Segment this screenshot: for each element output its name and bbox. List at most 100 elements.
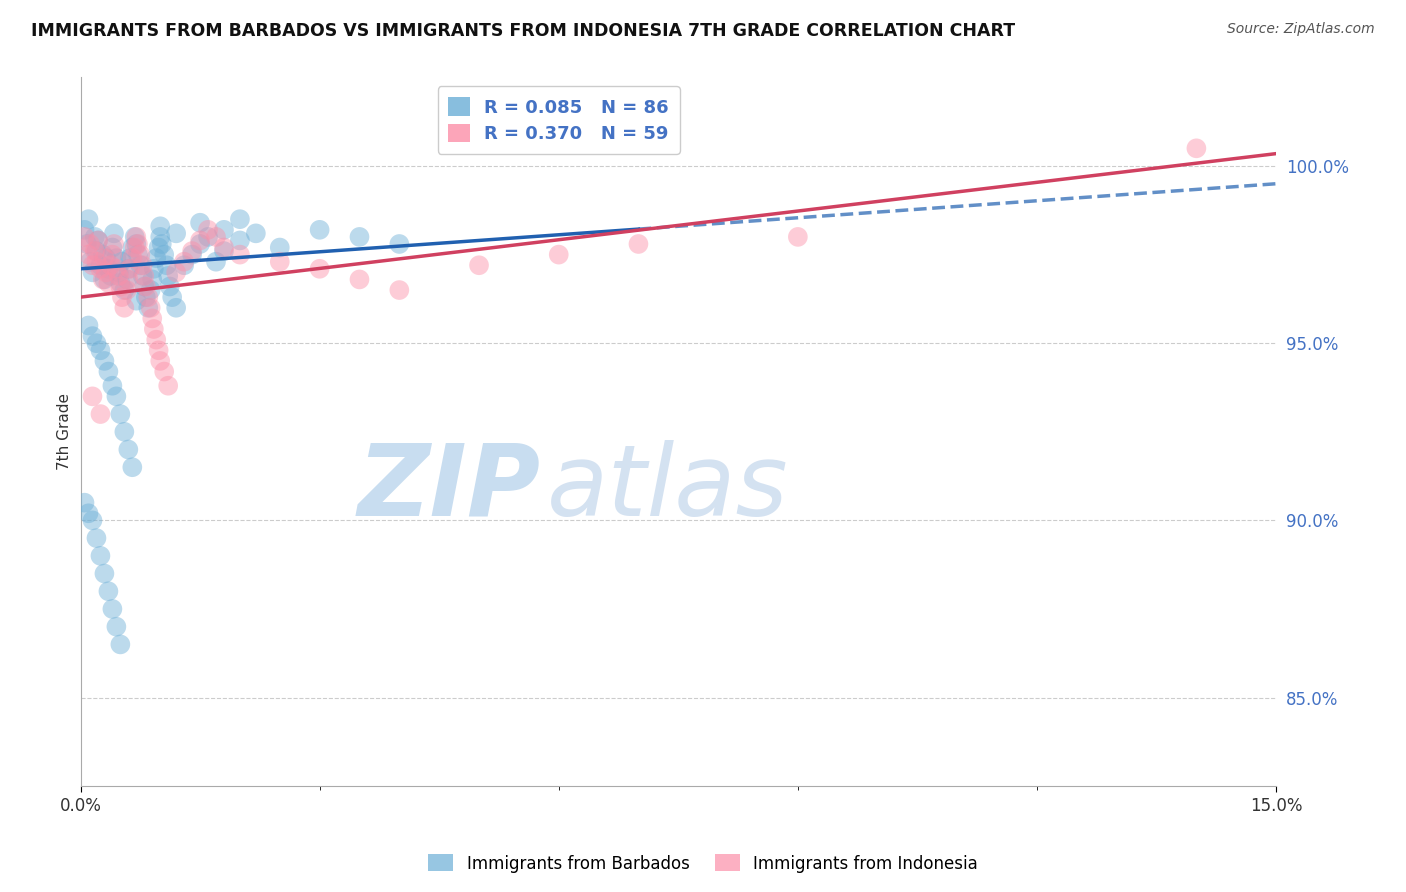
Point: [157, 378, 180, 392]
Point: [125, 230, 148, 244]
Point: [91, 272, 114, 286]
Point: [100, 268, 122, 283]
Legend: Immigrants from Barbados, Immigrants from Indonesia: Immigrants from Barbados, Immigrants fro…: [422, 847, 984, 880]
Point: [150, 237, 173, 252]
Point: [94, 265, 117, 279]
Point: [105, 389, 128, 403]
Point: [121, 240, 143, 254]
Point: [86, 336, 108, 351]
Point: [388, 283, 411, 297]
Legend: R = 0.085   N = 86, R = 0.370   N = 59: R = 0.085 N = 86, R = 0.370 N = 59: [437, 87, 681, 154]
Point: [388, 237, 411, 252]
Point: [89, 549, 111, 563]
Point: [112, 425, 135, 439]
Point: [197, 223, 219, 237]
Point: [118, 251, 141, 265]
Point: [79, 254, 101, 268]
Point: [160, 290, 183, 304]
Point: [148, 240, 170, 254]
Point: [124, 230, 146, 244]
Point: [131, 268, 153, 283]
Point: [125, 237, 148, 252]
Point: [94, 251, 117, 265]
Point: [112, 301, 135, 315]
Point: [105, 251, 128, 265]
Point: [115, 283, 138, 297]
Point: [101, 240, 124, 254]
Point: [93, 251, 115, 265]
Point: [87, 234, 110, 248]
Point: [86, 244, 108, 258]
Point: [188, 237, 211, 252]
Point: [89, 407, 111, 421]
Point: [349, 272, 371, 286]
Point: [82, 265, 104, 279]
Point: [127, 247, 149, 261]
Point: [205, 254, 228, 268]
Point: [308, 261, 330, 276]
Point: [145, 251, 167, 265]
Point: [165, 265, 187, 279]
Point: [97, 276, 120, 290]
Point: [87, 234, 110, 248]
Point: [86, 531, 108, 545]
Point: [93, 566, 115, 581]
Point: [1185, 141, 1208, 155]
Point: [115, 272, 138, 286]
Point: [77, 212, 100, 227]
Point: [89, 258, 111, 272]
Point: [97, 365, 120, 379]
Point: [76, 237, 98, 252]
Point: [142, 322, 165, 336]
Point: [149, 219, 172, 234]
Point: [93, 354, 115, 368]
Point: [269, 254, 291, 268]
Point: [93, 272, 115, 286]
Point: [110, 279, 132, 293]
Point: [103, 237, 125, 252]
Point: [135, 279, 157, 293]
Point: [142, 261, 165, 276]
Point: [107, 268, 129, 283]
Point: [89, 343, 111, 358]
Point: [547, 247, 569, 261]
Point: [131, 258, 153, 272]
Point: [117, 261, 139, 276]
Point: [83, 244, 105, 258]
Y-axis label: 7th Grade: 7th Grade: [58, 393, 72, 470]
Point: [124, 240, 146, 254]
Point: [79, 237, 101, 252]
Point: [155, 258, 177, 272]
Point: [97, 584, 120, 599]
Point: [245, 227, 267, 241]
Point: [118, 261, 141, 276]
Point: [73, 230, 96, 244]
Point: [89, 261, 111, 276]
Point: [135, 290, 157, 304]
Point: [97, 261, 120, 276]
Point: [121, 460, 143, 475]
Point: [229, 247, 252, 261]
Point: [82, 513, 104, 527]
Point: [229, 212, 252, 227]
Point: [153, 247, 176, 261]
Point: [105, 261, 128, 276]
Point: [205, 230, 228, 244]
Point: [82, 329, 104, 343]
Point: [73, 496, 96, 510]
Point: [117, 442, 139, 457]
Point: [153, 365, 176, 379]
Point: [134, 279, 156, 293]
Point: [212, 244, 235, 258]
Point: [188, 216, 211, 230]
Point: [105, 620, 128, 634]
Point: [181, 247, 204, 261]
Point: [101, 602, 124, 616]
Point: [149, 230, 172, 244]
Point: [82, 389, 104, 403]
Point: [101, 378, 124, 392]
Point: [110, 276, 132, 290]
Point: [627, 237, 650, 252]
Point: [83, 230, 105, 244]
Text: Source: ZipAtlas.com: Source: ZipAtlas.com: [1227, 22, 1375, 37]
